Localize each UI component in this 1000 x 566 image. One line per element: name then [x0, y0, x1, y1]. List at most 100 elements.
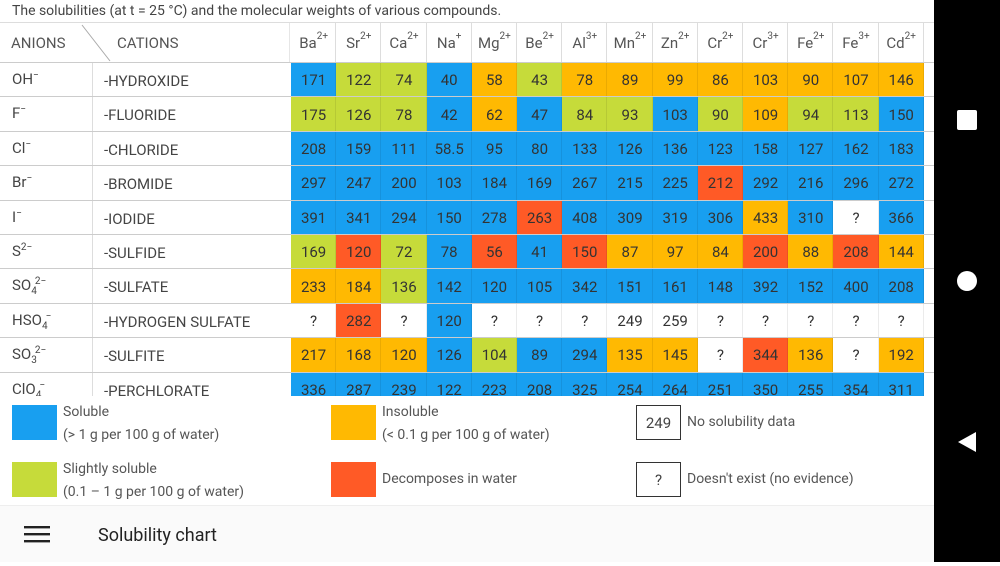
compound-cell[interactable]: 111 [381, 131, 427, 167]
compound-cell[interactable]: 208 [517, 372, 563, 396]
compound-cell[interactable]: 151 [607, 269, 653, 304]
compound-cell[interactable]: 282 [336, 303, 382, 339]
compound-cell[interactable]: 259 [652, 303, 698, 339]
compound-cell[interactable]: 254 [607, 372, 653, 396]
compound-cell[interactable]: 294 [381, 200, 427, 235]
compound-cell[interactable]: 208 [291, 131, 337, 167]
compound-cell[interactable]: 104 [471, 338, 517, 373]
compound-cell[interactable]: 142 [426, 269, 472, 304]
compound-cell[interactable]: 215 [607, 166, 653, 201]
compound-cell[interactable]: 208 [833, 235, 879, 270]
compound-cell[interactable]: 150 [878, 97, 924, 132]
compound-cell[interactable]: 309 [607, 200, 653, 235]
compound-cell[interactable]: 84 [562, 97, 608, 132]
compound-cell[interactable]: 126 [426, 338, 472, 373]
compound-cell[interactable]: 120 [426, 303, 472, 339]
compound-cell[interactable]: 93 [607, 97, 653, 132]
compound-cell[interactable]: 40 [426, 63, 472, 98]
compound-cell[interactable]: 239 [381, 372, 427, 396]
solubility-table[interactable]: ANIONS CATIONS Ba 2+ Sr 2+ Ca 2+ Na + Mg 2+ Be 2+ Al… [0, 22, 934, 396]
compound-cell[interactable]: 123 [697, 131, 743, 167]
compound-cell[interactable]: 105 [517, 269, 563, 304]
compound-cell[interactable]: 184 [336, 269, 382, 304]
compound-cell[interactable]: 84 [697, 235, 743, 270]
compound-cell[interactable]: 72 [381, 235, 427, 270]
compound-cell[interactable]: 319 [652, 200, 698, 235]
compound-cell[interactable]: 225 [652, 166, 698, 201]
compound-cell[interactable]: 150 [426, 200, 472, 235]
compound-cell[interactable]: 336 [291, 372, 337, 396]
compound-cell[interactable]: 103 [652, 97, 698, 132]
compound-cell[interactable]: 94 [788, 97, 834, 132]
compound-cell[interactable]: 169 [291, 235, 337, 270]
compound-cell[interactable]: 99 [652, 63, 698, 98]
compound-cell[interactable]: ? [562, 303, 608, 339]
compound-cell[interactable]: 208 [878, 269, 924, 304]
compound-cell[interactable]: 216 [788, 166, 834, 201]
compound-cell[interactable]: 43 [517, 63, 563, 98]
compound-cell[interactable]: 135 [607, 338, 653, 373]
compound-cell[interactable]: 78 [381, 97, 427, 132]
compound-cell[interactable]: ? [697, 303, 743, 339]
compound-cell[interactable]: 344 [743, 338, 789, 373]
compound-cell[interactable]: 294 [562, 338, 608, 373]
compound-cell[interactable]: 148 [697, 269, 743, 304]
compound-cell[interactable]: 89 [607, 63, 653, 98]
compound-cell[interactable]: 212 [697, 166, 743, 201]
compound-cell[interactable]: 97 [652, 235, 698, 270]
compound-cell[interactable]: 200 [743, 235, 789, 270]
compound-cell[interactable]: 192 [878, 338, 924, 373]
compound-cell[interactable]: 400 [833, 269, 879, 304]
compound-cell[interactable]: 88 [788, 235, 834, 270]
compound-cell[interactable]: 183 [878, 131, 924, 167]
compound-cell[interactable]: 391 [291, 200, 337, 235]
compound-cell[interactable]: ? [697, 338, 743, 373]
compound-cell[interactable]: 287 [336, 372, 382, 396]
compound-cell[interactable]: 267 [562, 166, 608, 201]
compound-cell[interactable]: 184 [471, 166, 517, 201]
compound-cell[interactable]: 126 [336, 97, 382, 132]
compound-cell[interactable]: 109 [743, 97, 789, 132]
compound-cell[interactable]: ? [833, 338, 879, 373]
compound-cell[interactable]: 255 [788, 372, 834, 396]
compound-cell[interactable]: 152 [788, 269, 834, 304]
compound-cell[interactable]: 90 [788, 63, 834, 98]
compound-cell[interactable]: 95 [471, 131, 517, 167]
compound-cell[interactable]: 122 [426, 372, 472, 396]
compound-cell[interactable]: 264 [652, 372, 698, 396]
compound-cell[interactable]: 136 [652, 131, 698, 167]
recents-button[interactable] [957, 110, 977, 130]
compound-cell[interactable]: 392 [743, 269, 789, 304]
compound-cell[interactable]: ? [517, 303, 563, 339]
compound-cell[interactable]: 251 [697, 372, 743, 396]
compound-cell[interactable]: 127 [788, 131, 834, 167]
compound-cell[interactable]: 133 [562, 131, 608, 167]
compound-cell[interactable]: 120 [381, 338, 427, 373]
compound-cell[interactable]: 56 [471, 235, 517, 270]
compound-cell[interactable]: 74 [381, 63, 427, 98]
compound-cell[interactable]: 158 [743, 131, 789, 167]
compound-cell[interactable]: 90 [697, 97, 743, 132]
compound-cell[interactable]: 169 [517, 166, 563, 201]
compound-cell[interactable]: 247 [336, 166, 382, 201]
compound-cell[interactable]: 78 [426, 235, 472, 270]
compound-cell[interactable]: ? [291, 303, 337, 339]
compound-cell[interactable]: 144 [878, 235, 924, 270]
home-button[interactable] [957, 271, 977, 291]
compound-cell[interactable]: 47 [517, 97, 563, 132]
compound-cell[interactable]: 408 [562, 200, 608, 235]
compound-cell[interactable]: 159 [336, 131, 382, 167]
compound-cell[interactable]: 366 [878, 200, 924, 235]
compound-cell[interactable]: 136 [788, 338, 834, 373]
compound-cell[interactable]: 41 [517, 235, 563, 270]
compound-cell[interactable]: 168 [336, 338, 382, 373]
compound-cell[interactable]: ? [788, 303, 834, 339]
compound-cell[interactable]: 113 [833, 97, 879, 132]
compound-cell[interactable]: 86 [697, 63, 743, 98]
compound-cell[interactable]: 223 [471, 372, 517, 396]
compound-cell[interactable]: 341 [336, 200, 382, 235]
compound-cell[interactable]: 62 [471, 97, 517, 132]
compound-cell[interactable]: 42 [426, 97, 472, 132]
compound-cell[interactable]: 354 [833, 372, 879, 396]
compound-cell[interactable]: 272 [878, 166, 924, 201]
